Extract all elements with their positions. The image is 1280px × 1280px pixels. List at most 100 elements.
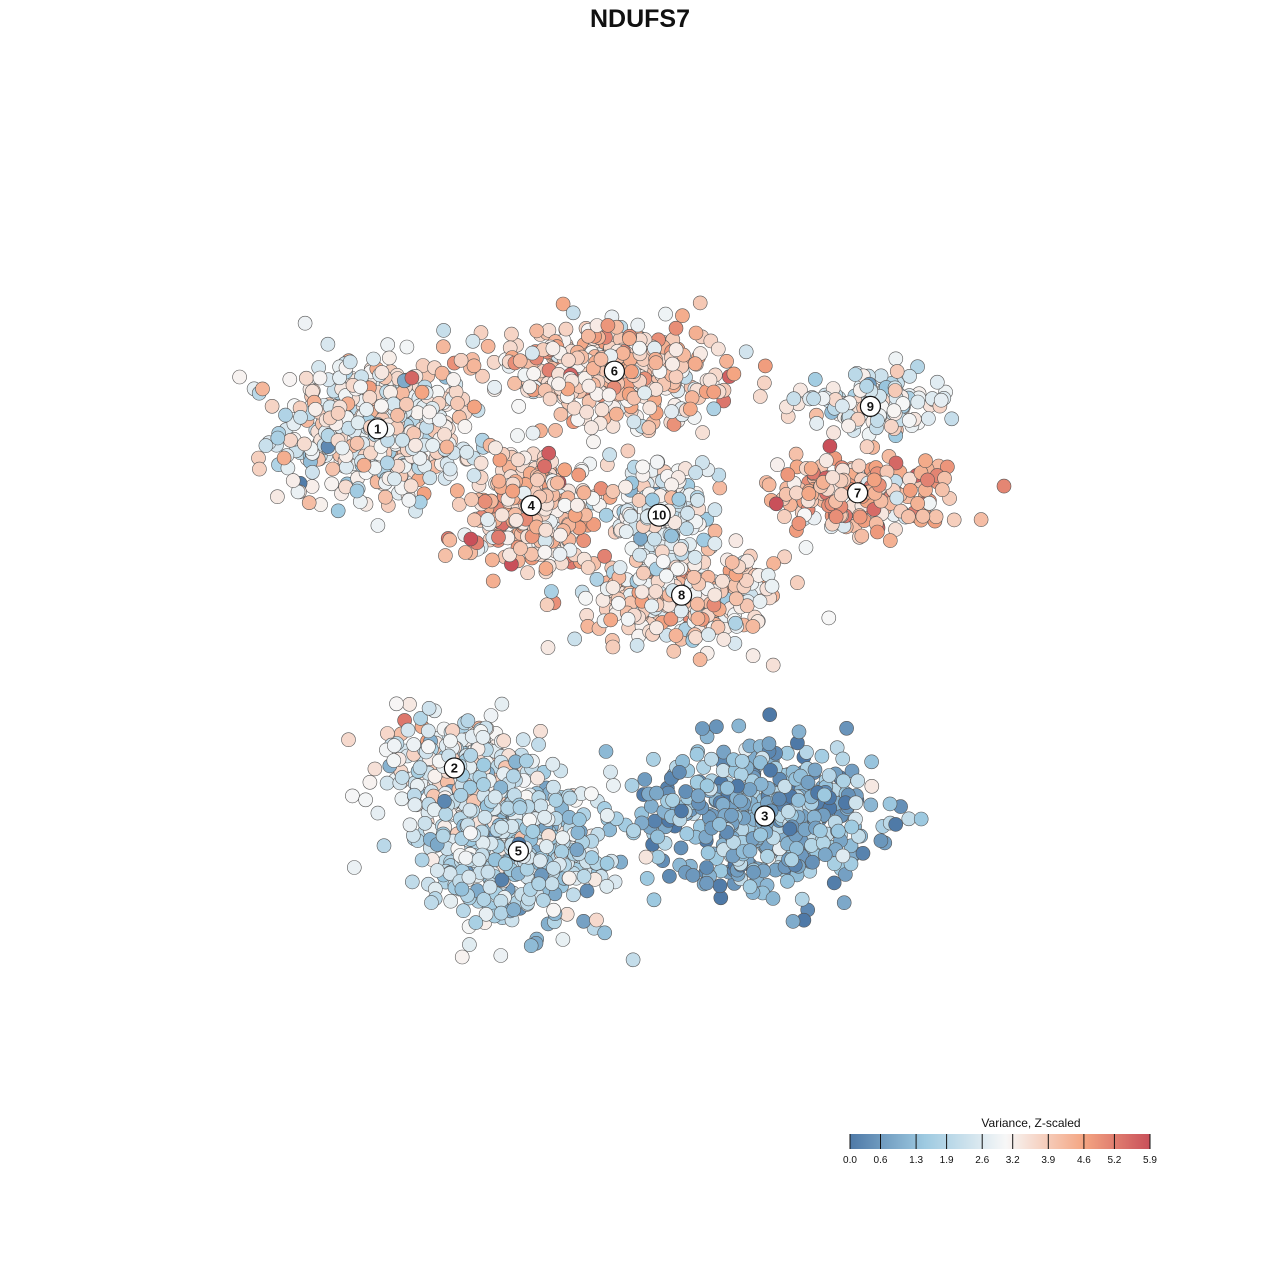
scatter-point xyxy=(746,864,761,880)
scatter-point xyxy=(886,403,902,419)
scatter-point xyxy=(623,508,639,524)
scatter-point xyxy=(578,590,593,606)
scatter-point xyxy=(854,528,870,544)
scatter-point xyxy=(453,352,469,368)
scatter-point xyxy=(557,497,573,513)
scatter-point xyxy=(548,792,564,808)
scatter-point xyxy=(685,868,701,883)
scatter-point xyxy=(276,450,292,466)
scatter-point xyxy=(687,356,703,372)
legend-tick-label: 1.9 xyxy=(940,1155,954,1166)
scatter-point xyxy=(834,487,849,503)
scatter-point xyxy=(453,787,469,803)
scatter-point xyxy=(762,707,778,723)
scatter-point xyxy=(437,427,452,442)
scatter-point xyxy=(901,811,917,827)
scatter-point xyxy=(576,533,592,548)
scatter-point xyxy=(664,528,679,544)
scatter-point xyxy=(476,892,492,907)
scatter-point xyxy=(910,496,926,511)
scatter-point xyxy=(493,905,509,921)
scatter-point xyxy=(605,639,621,655)
scatter-point xyxy=(780,873,795,889)
scatter-point xyxy=(491,529,506,545)
scatter-point xyxy=(537,809,552,825)
scatter-point xyxy=(412,760,428,776)
scatter-point xyxy=(637,385,652,401)
scatter-point xyxy=(863,797,879,813)
scatter-point xyxy=(531,876,547,892)
scatter-point xyxy=(465,333,481,349)
scatter-point xyxy=(757,375,772,391)
scatter-point xyxy=(742,782,758,797)
scatter-point xyxy=(471,852,487,867)
scatter-point xyxy=(494,696,510,712)
scatter-point xyxy=(678,784,694,799)
scatter-point xyxy=(728,615,743,631)
scatter-point xyxy=(605,580,621,595)
scatter-point xyxy=(671,491,687,507)
scatter-point xyxy=(491,473,507,489)
scatter-point xyxy=(851,458,867,474)
scatter-point xyxy=(901,509,916,525)
scatter-point xyxy=(558,321,574,337)
scatter-point xyxy=(394,791,410,807)
scatter-point xyxy=(631,493,647,508)
scatter-point xyxy=(765,891,781,906)
scatter-point xyxy=(538,522,554,538)
scatter-point xyxy=(454,881,470,897)
scatter-point xyxy=(707,523,723,539)
scatter-point xyxy=(690,492,705,508)
scatter-point xyxy=(724,807,739,823)
scatter-point xyxy=(464,492,479,507)
scatter-point xyxy=(264,398,280,414)
scatter-point xyxy=(809,415,825,431)
scatter-point xyxy=(537,544,553,560)
scatter-point xyxy=(647,531,662,547)
scatter-point xyxy=(624,364,639,380)
scatter-point xyxy=(523,938,539,954)
scatter-point xyxy=(847,367,863,382)
scatter-point xyxy=(821,768,837,783)
scatter-point xyxy=(571,467,587,483)
scatter-point xyxy=(760,849,775,864)
scatter-point xyxy=(540,640,556,655)
scatter-point xyxy=(403,478,419,494)
scatter-point xyxy=(680,505,695,521)
scatter-point xyxy=(650,829,665,845)
scatter-point xyxy=(852,509,868,525)
scatter-point xyxy=(763,762,778,778)
scatter-point xyxy=(515,732,531,748)
scatter-point xyxy=(745,619,761,634)
scatter-point xyxy=(618,524,634,540)
scatter-point xyxy=(646,751,661,767)
scatter-point xyxy=(438,548,453,563)
scatter-point xyxy=(929,374,945,390)
scatter-point xyxy=(830,823,846,839)
scatter-point xyxy=(603,764,618,780)
scatter-point xyxy=(817,847,833,863)
scatter-point xyxy=(505,483,521,499)
scatter-point xyxy=(996,478,1012,494)
scatter-point xyxy=(539,597,555,613)
scatter-point xyxy=(252,461,267,477)
scatter-point xyxy=(308,401,323,417)
scatter-point xyxy=(665,356,680,372)
cluster-label-4: 4 xyxy=(520,495,542,517)
cluster-label-text: 2 xyxy=(451,761,458,776)
scatter-point xyxy=(712,817,727,832)
scatter-point xyxy=(928,509,944,525)
scatter-point xyxy=(699,860,714,875)
scatter-point xyxy=(649,620,664,636)
scatter-point xyxy=(413,711,428,726)
scatter-point xyxy=(648,355,664,371)
scatter-point xyxy=(620,611,636,627)
legend-tick-label: 1.3 xyxy=(909,1155,923,1166)
scatter-point xyxy=(946,512,962,528)
scatter-point xyxy=(690,596,705,612)
scatter-point xyxy=(719,780,735,796)
scatter-point xyxy=(567,631,583,647)
scatter-point xyxy=(655,554,671,569)
scatter-point xyxy=(435,339,451,355)
scatter-point xyxy=(456,903,471,919)
